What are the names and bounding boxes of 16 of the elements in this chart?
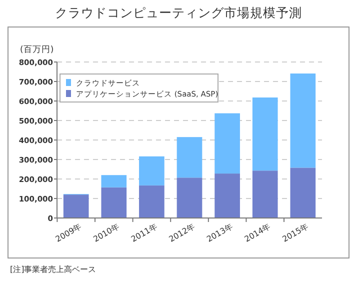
bar: [176, 178, 202, 218]
bar: [176, 137, 202, 178]
bar: [252, 170, 278, 218]
bar: [214, 113, 240, 174]
chart-title: クラウドコンピューティング市場規模予測: [55, 5, 302, 20]
y-axis-title: (百万円): [20, 45, 54, 55]
bar: [139, 185, 164, 218]
bar: [101, 175, 127, 188]
bar: [139, 156, 164, 186]
text: [注]事業者売上高ベース: [10, 265, 96, 274]
bar: [214, 174, 240, 218]
bar: [101, 187, 127, 218]
bar: [252, 97, 278, 171]
bar: [63, 194, 89, 218]
bar: [290, 74, 316, 168]
bar: [290, 168, 316, 218]
